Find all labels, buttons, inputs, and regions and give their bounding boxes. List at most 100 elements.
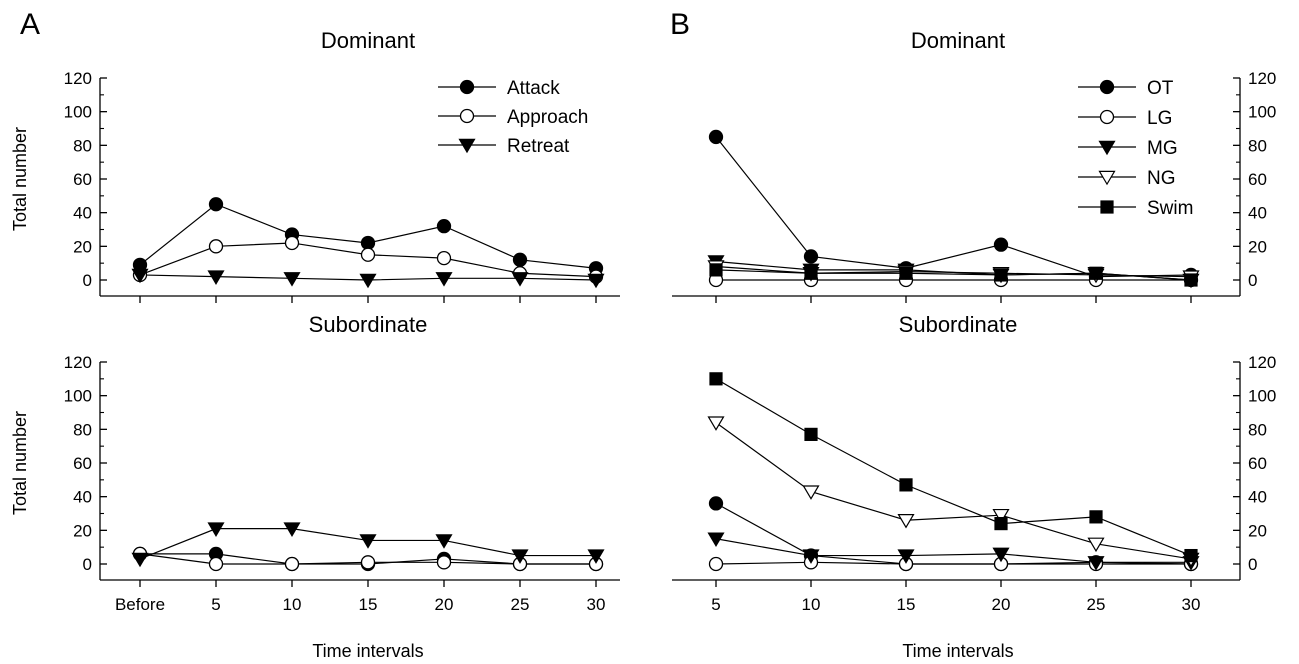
y-tick-label: 40 — [1248, 204, 1267, 223]
data-point-ng — [897, 514, 915, 529]
y-tick-label: 20 — [1248, 237, 1267, 256]
series-line-swim — [715, 378, 1192, 557]
x-tick-label: 10 — [283, 595, 302, 614]
y-tick-label: 20 — [1248, 521, 1267, 540]
x-tick-label: 5 — [211, 595, 220, 614]
data-point-swim — [709, 263, 723, 277]
x-tick-label: 15 — [897, 595, 916, 614]
panel-letter-b: B — [670, 8, 690, 41]
y-tick-label: 60 — [1248, 170, 1267, 189]
data-point-approach — [360, 555, 376, 570]
data-point-ot — [708, 496, 724, 511]
legend-marker — [1099, 79, 1115, 95]
y-tick-label: 100 — [64, 387, 92, 406]
data-point-retreat — [131, 268, 149, 284]
data-point-swim — [1184, 273, 1198, 287]
legend-marker — [1099, 109, 1115, 125]
data-point-attack — [436, 218, 452, 234]
y-axis-title: Total number — [10, 411, 30, 515]
data-point-retreat — [511, 549, 529, 564]
data-point-approach — [284, 235, 300, 251]
data-point-attack — [512, 252, 528, 267]
legend-item-attack: Attack — [438, 78, 560, 99]
data-point-retreat — [511, 272, 529, 287]
legend-item-ot: OT — [1078, 78, 1174, 99]
y-tick-label: 40 — [73, 204, 92, 223]
data-point-mg — [707, 532, 725, 548]
data-point-mg — [802, 549, 820, 564]
y-tick-label: 100 — [1248, 387, 1276, 406]
legend-label: NG — [1147, 168, 1176, 189]
data-point-swim — [1184, 548, 1198, 563]
y-tick-label: 60 — [73, 454, 92, 473]
data-point-retreat — [207, 270, 225, 285]
chart-a-bottom: Subordinate 0 20 40 60 80 100 120 Before 5 10 15 20 2… — [10, 312, 620, 661]
data-point-swim — [994, 516, 1008, 531]
chart-b-bottom: Subordinate 0 20 40 60 80 100 120 5 10 15 20 25 30 Tim… — [672, 312, 1276, 661]
legend-label: LG — [1147, 108, 1172, 129]
data-point-retreat — [359, 273, 377, 289]
data-point-ng — [992, 508, 1010, 524]
data-point-retreat — [283, 522, 301, 537]
y-tick-label: 100 — [1248, 103, 1276, 122]
x-tick-label: 5 — [711, 595, 720, 614]
legend-marker — [1100, 200, 1114, 214]
legend-item-ng: NG — [1078, 168, 1176, 189]
data-point-ot — [708, 129, 724, 145]
data-point-approach — [208, 556, 224, 572]
chart-title: Subordinate — [309, 312, 428, 337]
y-tick-label: 0 — [83, 271, 92, 290]
y-tick-label: 120 — [1248, 69, 1276, 88]
panel-letter-a: A — [20, 8, 40, 41]
y-tick-label: 80 — [73, 420, 92, 439]
data-point-approach — [360, 247, 376, 262]
y-tick-label: 60 — [73, 170, 92, 189]
data-point-swim — [994, 268, 1008, 282]
y-tick-label: 60 — [1248, 454, 1267, 473]
series-line-ng — [715, 422, 1192, 560]
y-axis-title: Total number — [10, 127, 30, 231]
data-point-ng — [802, 485, 820, 500]
data-point-mg — [897, 549, 915, 564]
legend-label: Retreat — [507, 136, 570, 157]
data-point-mg — [1087, 556, 1105, 571]
legend-label: MG — [1147, 138, 1178, 159]
data-point-approach — [208, 239, 224, 254]
legend-marker — [1098, 170, 1116, 186]
chart-title: Subordinate — [899, 312, 1018, 337]
y-tick-label: 80 — [1248, 136, 1267, 155]
data-point-approach — [436, 250, 452, 266]
legend-label: Approach — [507, 107, 588, 128]
data-point-mg — [992, 547, 1010, 563]
legend-marker — [459, 79, 475, 95]
data-point-attack — [208, 197, 224, 212]
x-tick-label: 25 — [511, 595, 530, 614]
y-tick-label: 120 — [64, 69, 92, 88]
y-tick-label: 40 — [73, 488, 92, 507]
data-point-retreat — [435, 534, 453, 549]
data-point-retreat — [359, 534, 377, 549]
data-point-ot — [993, 237, 1009, 252]
data-point-retreat — [435, 272, 453, 287]
data-point-swim — [899, 478, 913, 492]
data-point-lg — [708, 556, 724, 572]
y-tick-label: 0 — [1248, 555, 1257, 574]
data-point-swim — [804, 266, 818, 280]
data-point-retreat — [283, 272, 301, 287]
y-tick-label: 120 — [1248, 353, 1276, 372]
data-point-ng — [707, 416, 725, 431]
y-tick-label: 20 — [73, 237, 92, 256]
legend-label: Attack — [507, 78, 560, 99]
data-point-retreat — [587, 549, 605, 564]
y-tick-label: 0 — [1248, 271, 1257, 290]
data-point-swim — [709, 372, 723, 386]
y-tick-label: 120 — [64, 353, 92, 372]
data-point-swim — [1089, 510, 1103, 524]
data-point-swim — [1089, 266, 1103, 280]
series-line-swim — [715, 269, 1192, 281]
legend-marker — [458, 138, 476, 154]
x-tick-label: 20 — [435, 595, 454, 614]
chart-title: Dominant — [321, 28, 415, 53]
legend-label: OT — [1147, 78, 1174, 99]
